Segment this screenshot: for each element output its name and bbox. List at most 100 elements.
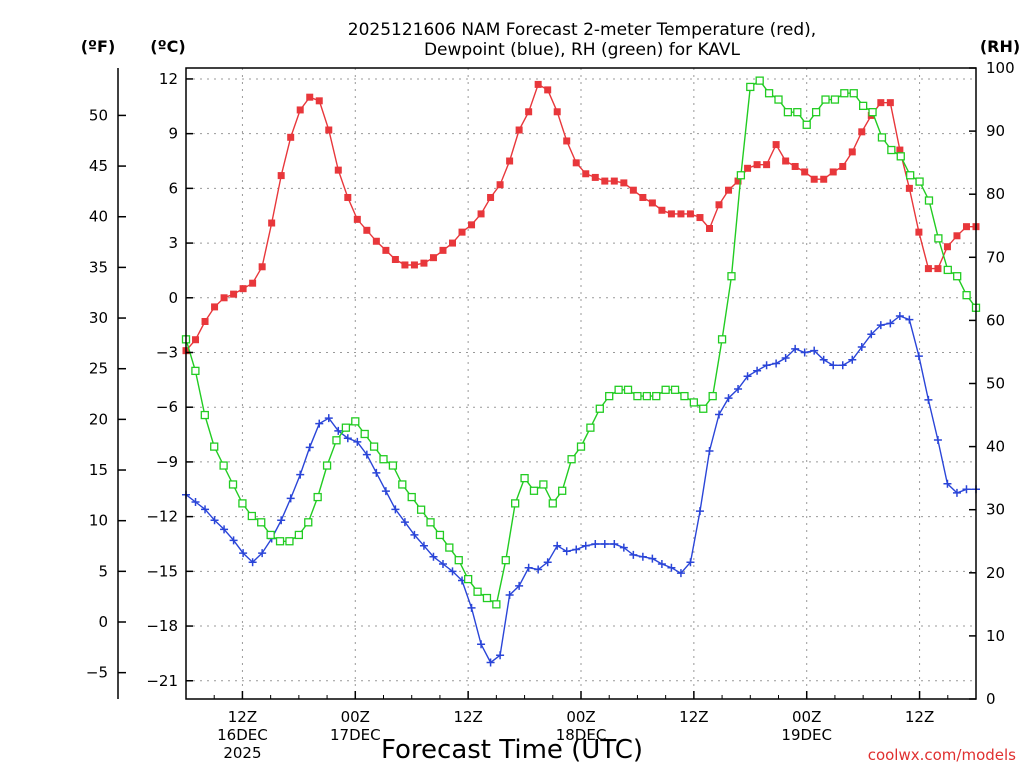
dewpoint-point <box>743 372 752 381</box>
temperature-point <box>220 294 228 302</box>
rh-point <box>924 196 934 205</box>
rh-point <box>379 455 388 464</box>
rh-tick-label: 60 <box>986 311 1005 329</box>
rh-point <box>313 492 322 502</box>
rh-point <box>877 133 887 142</box>
temperature-point <box>296 106 304 114</box>
dewpoint-point <box>210 516 219 525</box>
rh-point <box>200 410 209 420</box>
dewpoint-point <box>524 563 533 572</box>
dewpoint-point <box>648 554 657 563</box>
rh-point <box>642 391 651 401</box>
temperature-point <box>525 108 533 116</box>
rh-point <box>529 486 539 495</box>
dewpoint-point <box>734 384 743 393</box>
dewpoint-point <box>724 394 733 403</box>
dewpoint-point <box>334 426 343 435</box>
dewpoint-point <box>343 434 352 443</box>
rh-point <box>887 145 896 155</box>
rh-point <box>858 101 868 111</box>
time-tick-label: 00Z <box>341 708 370 726</box>
rh-point <box>576 442 586 451</box>
dewpoint-point <box>305 443 314 452</box>
dewpoint-point <box>515 581 524 590</box>
dewpoint-point <box>753 366 762 375</box>
temperature-point <box>506 157 514 165</box>
dewpoint-point <box>857 343 866 352</box>
temperature-point <box>601 177 609 185</box>
dewpoint-point <box>591 539 600 548</box>
temperature-point <box>744 164 752 172</box>
rh-point <box>304 518 313 527</box>
dewpoint-point <box>277 516 286 525</box>
temperature-point <box>249 279 257 287</box>
dewpoint-point <box>581 541 590 550</box>
rh-point <box>332 436 341 445</box>
celsius-tick-label: 9 <box>168 125 178 143</box>
rh-point <box>623 385 633 394</box>
rh-point <box>849 89 858 98</box>
dewpoint-point <box>258 549 267 558</box>
dewpoint-point <box>248 558 257 567</box>
temperature-point <box>582 170 590 178</box>
credit-link[interactable]: coolwx.com/models <box>868 746 1016 764</box>
dewpoint-point <box>886 319 895 328</box>
temperature-point <box>572 159 580 167</box>
rh-point <box>680 391 689 401</box>
fahrenheit-tick-label: 0 <box>98 613 108 631</box>
rh-point <box>906 171 915 180</box>
dewpoint-point <box>419 541 428 550</box>
celsius-axis: 12 9 6 3 0 −3 −6 −9 −12 −15 −18 −21 <box>146 70 193 690</box>
dewpoint-point <box>791 344 800 353</box>
fahrenheit-tick-label: 25 <box>89 360 108 378</box>
rh-point <box>811 108 821 117</box>
temperature-point <box>943 243 951 251</box>
temperature-markers <box>182 80 980 355</box>
celsius-tick-label: 0 <box>168 289 178 307</box>
temperature-point <box>239 285 247 293</box>
rh-point <box>482 593 492 603</box>
dewpoint-point <box>715 410 724 419</box>
fahrenheit-tick-label: 45 <box>89 157 108 175</box>
celsius-tick-label: −3 <box>156 343 178 361</box>
rh-markers <box>181 76 981 609</box>
dewpoint-point <box>467 603 476 612</box>
temperature-point <box>648 199 656 207</box>
rh-point <box>764 89 774 98</box>
rh-point <box>426 518 435 527</box>
rh-point <box>294 530 304 540</box>
rh-point <box>689 398 699 407</box>
dewpoint-point <box>410 530 419 539</box>
dewpoint-point <box>553 541 562 550</box>
celsius-tick-label: −6 <box>156 398 178 416</box>
temperature-point <box>705 224 713 232</box>
dewpoint-point <box>600 539 609 548</box>
temperature-point <box>886 99 894 107</box>
dewpoint-point <box>800 348 809 357</box>
temperature-point <box>962 223 970 231</box>
time-tick-label: 12Z <box>453 708 482 726</box>
dewpoint-point <box>505 591 514 600</box>
rh-point <box>228 480 238 489</box>
temperature-point <box>192 336 200 344</box>
time-tick-label: 2025 <box>223 744 261 762</box>
dewpoint-markers <box>182 312 980 667</box>
rh-point <box>793 108 802 117</box>
dewpoint-point <box>372 468 381 477</box>
dewpoint-point <box>952 488 961 497</box>
rh-point <box>840 89 849 98</box>
temperature-point <box>905 184 913 192</box>
temperature-point <box>829 168 837 176</box>
temperature-point <box>372 237 380 245</box>
temperature-point <box>610 177 618 185</box>
dewpoint-line <box>185 315 976 664</box>
dewpoint-point <box>286 494 295 503</box>
rh-tick-label: 40 <box>986 438 1005 456</box>
dewpoint-point <box>962 485 971 494</box>
dewpoint-point <box>943 479 952 488</box>
rh-point <box>633 391 642 401</box>
rh-point <box>548 499 557 508</box>
rh-point <box>539 480 548 489</box>
